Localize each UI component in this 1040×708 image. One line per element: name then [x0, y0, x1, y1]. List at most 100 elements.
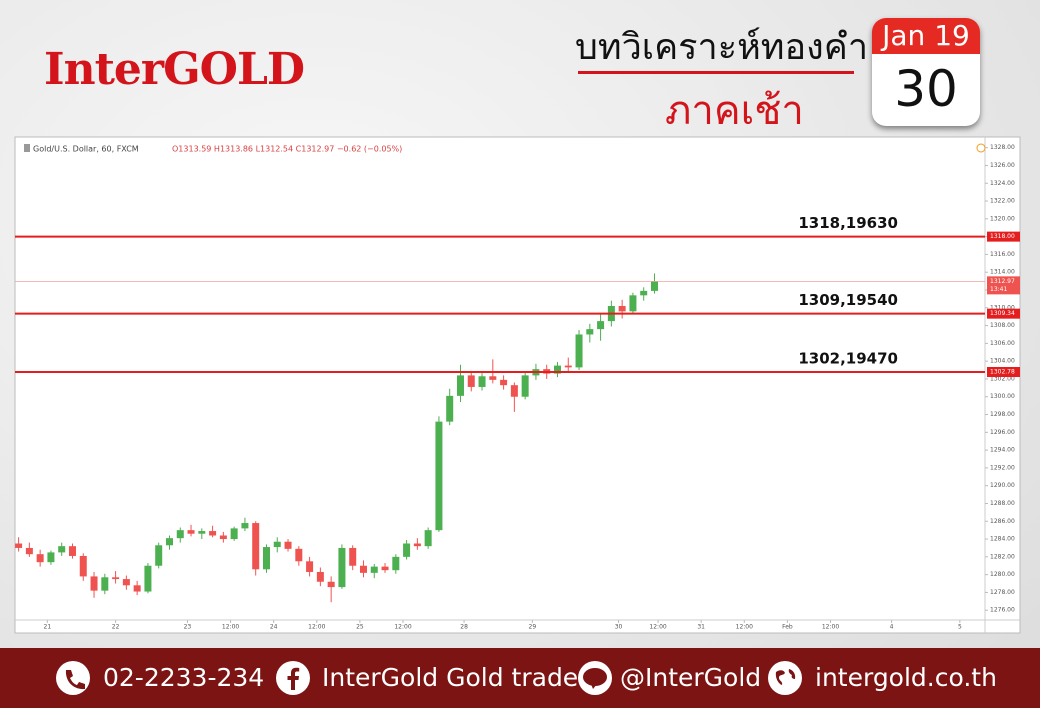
x-tick-label: 4	[890, 624, 894, 631]
x-tick-label: 23	[184, 624, 192, 631]
candle-body	[187, 530, 195, 534]
candle-body	[553, 365, 561, 374]
line-icon	[578, 661, 612, 695]
candle-body	[640, 290, 648, 296]
candle-body	[510, 385, 518, 397]
y-tick-label: 1284.00	[990, 536, 1015, 543]
last-price-label: 1312.97	[990, 278, 1015, 285]
candle-body	[284, 541, 292, 549]
candle-body	[359, 565, 367, 573]
y-tick-label: 1280.00	[990, 571, 1015, 578]
header-subtitle: ภาคเช้า	[665, 88, 804, 134]
candle-body	[618, 306, 626, 312]
candle-body	[122, 579, 130, 586]
candle-body	[564, 365, 572, 368]
candle-body	[198, 531, 206, 534]
candle-body	[101, 577, 109, 591]
facebook-icon	[276, 661, 310, 695]
candle-body	[58, 546, 66, 553]
footer-website: intergold.co.th	[815, 663, 997, 692]
level-annotation: 1318,19630	[798, 214, 898, 232]
footer-facebook: InterGold Gold trade	[322, 663, 579, 692]
y-tick-label: 1286.00	[990, 518, 1015, 525]
candle-body	[209, 531, 217, 536]
candle-body	[521, 375, 529, 397]
candle-body	[650, 281, 658, 291]
footer: 02-2233-234 InterGold Gold trade @InterG…	[0, 648, 1040, 708]
candle-body	[349, 547, 357, 566]
candle-body	[252, 523, 260, 570]
candle-body	[586, 329, 594, 335]
level-box	[987, 231, 1020, 242]
candle-body	[629, 295, 637, 312]
candle-body	[316, 571, 324, 582]
candle-body	[370, 566, 378, 573]
x-tick-label: 12:00	[649, 624, 666, 631]
candle-body	[327, 581, 335, 588]
candle-body	[273, 541, 281, 548]
y-tick-label: 1308.00	[990, 322, 1015, 329]
candle-body	[403, 543, 411, 557]
candle-body	[597, 321, 605, 330]
x-tick-label: Feb	[782, 624, 793, 631]
x-tick-label: 30	[615, 624, 623, 631]
candle-body	[165, 538, 173, 546]
legend-symbol: Gold/U.S. Dollar, 60, FXCM	[33, 145, 139, 154]
level-box	[987, 367, 1020, 378]
x-tick-label: 5	[958, 624, 962, 631]
candle-body	[467, 375, 475, 387]
last-price-time: 13:41	[990, 286, 1007, 293]
level-annotation: 1309,19540	[798, 291, 898, 309]
y-tick-label: 1302.00	[990, 375, 1015, 382]
y-tick-label: 1324.00	[990, 180, 1015, 187]
candle-body	[489, 376, 497, 380]
x-tick-label: 22	[112, 624, 120, 631]
y-tick-label: 1326.00	[990, 162, 1015, 169]
x-tick-label: 29	[529, 624, 537, 631]
footer-line: @InterGold	[620, 663, 762, 692]
legend-values: O1313.59 H1313.86 L1312.54 C1312.97 −0.6…	[172, 145, 402, 154]
y-tick-label: 1316.00	[990, 251, 1015, 258]
candle-body	[295, 548, 303, 562]
candle-body	[456, 375, 464, 396]
candle-body	[36, 554, 44, 563]
y-tick-label: 1278.00	[990, 589, 1015, 596]
candle-body	[500, 379, 508, 386]
y-tick-label: 1290.00	[990, 482, 1015, 489]
x-tick-label: 12:00	[222, 624, 239, 631]
candle-body	[262, 547, 270, 570]
legend-icon	[24, 144, 30, 152]
candle-body	[435, 421, 443, 531]
candle-body	[25, 547, 33, 555]
candle-body	[133, 585, 141, 592]
last-price-box	[987, 276, 1020, 295]
candle-body	[478, 376, 486, 387]
x-tick-label: 12:00	[822, 624, 839, 631]
y-tick-label: 1292.00	[990, 464, 1015, 471]
candle-body	[575, 334, 583, 368]
candle-body	[47, 552, 55, 563]
y-tick-label: 1296.00	[990, 429, 1015, 436]
footer-phone: 02-2233-234	[103, 663, 265, 692]
candle-body	[90, 576, 98, 591]
x-tick-label: 25	[356, 624, 364, 631]
y-tick-label: 1306.00	[990, 340, 1015, 347]
candle-body	[68, 546, 76, 556]
x-tick-label: 12:00	[308, 624, 325, 631]
x-tick-label: 12:00	[394, 624, 411, 631]
candle-body	[381, 566, 389, 571]
brand-logo: InterGOLD	[44, 44, 305, 95]
x-tick-label: 28	[460, 624, 468, 631]
candle-body	[79, 555, 87, 577]
level-label: 1309.34	[990, 310, 1015, 317]
chart: Gold/U.S. Dollar, 60, FXCM O1313.59 H131…	[14, 136, 1021, 634]
candle-body	[144, 565, 152, 592]
candle-body	[424, 530, 432, 547]
y-tick-label: 1282.00	[990, 553, 1015, 560]
title-rule	[578, 71, 854, 74]
candle-body	[413, 543, 421, 547]
y-tick-label: 1328.00	[990, 144, 1015, 151]
level-label: 1318.00	[990, 233, 1015, 240]
level-annotation: 1302,19470	[798, 350, 898, 368]
